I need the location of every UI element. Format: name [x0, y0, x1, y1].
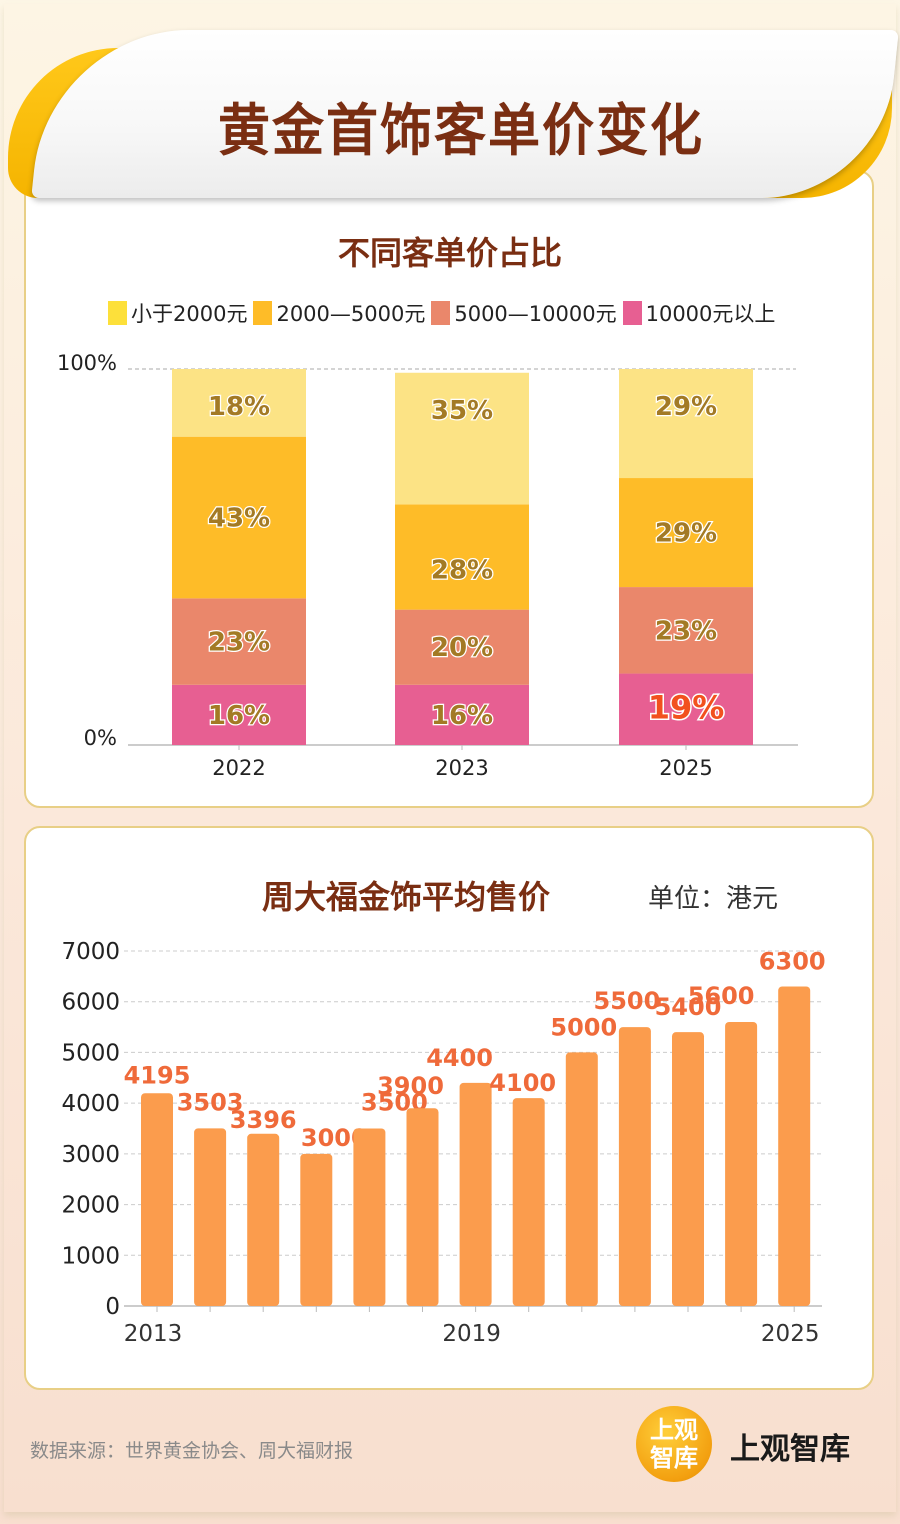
bar-segment — [619, 369, 753, 479]
bar-value-label: 23% — [208, 628, 270, 658]
y-tick-label: 100% — [57, 351, 117, 375]
y-tick-label: 4000 — [61, 1091, 120, 1117]
share-chart-title: 不同客单价占比 — [337, 234, 562, 272]
legend-item: 小于2000元 — [108, 298, 247, 328]
y-tick-label: 1000 — [61, 1243, 120, 1269]
bar — [247, 1133, 280, 1306]
bar — [194, 1128, 227, 1306]
logo-circle-line2: 智库 — [650, 1444, 698, 1472]
bar-value-label: 20% — [431, 633, 493, 663]
bar-value-label: 3503 — [177, 1088, 244, 1116]
legend-swatch — [108, 301, 127, 325]
bar — [300, 1153, 333, 1306]
bar-segment — [172, 684, 306, 745]
bar — [141, 1093, 173, 1306]
x-tick-label: 2019 — [442, 1321, 501, 1347]
data-source: 数据来源：世界黄金协会、周大福财报 — [30, 1440, 354, 1462]
bar-value-label: 5500 — [594, 987, 661, 1015]
bar-value-label: 16% — [431, 701, 493, 731]
y-tick-label: 7000 — [61, 939, 120, 965]
bar-value-label: 19% — [648, 688, 725, 726]
bar-segment — [172, 369, 306, 437]
price-chart-title: 周大福金饰平均售价 — [262, 878, 551, 916]
bar — [406, 1108, 439, 1306]
legend-label: 2000—5000元 — [276, 302, 426, 326]
brand-logo-icon: 上观 智库 — [636, 1406, 712, 1482]
bar-value-label: 3900 — [377, 1072, 444, 1100]
y-tick-label: 5000 — [61, 1040, 120, 1066]
bar — [565, 1052, 598, 1306]
bar-value-label: 5400 — [655, 993, 722, 1021]
y-tick-label: 0% — [84, 726, 117, 750]
bar-value-label: 29% — [655, 392, 717, 422]
bar-segment — [395, 609, 529, 685]
legend-swatch — [431, 301, 451, 325]
y-tick-label: 2000 — [61, 1193, 120, 1219]
y-tick-label: 6000 — [61, 990, 120, 1016]
legend-label: 5000—10000元 — [454, 302, 617, 326]
x-tick-label: 2022 — [212, 756, 265, 780]
bar-segment — [619, 587, 753, 674]
share-stacked-bar-chart: 100% 0% 16% 23% 43% 18% 2022 16% 20% 28% 35% 2023 19… — [57, 351, 798, 780]
bar-value-label: 28% — [431, 556, 493, 586]
x-tick-label: 2023 — [435, 756, 488, 780]
bar-value-label: 29% — [655, 519, 717, 549]
bar-segment — [619, 673, 753, 745]
x-tick-label: 2013 — [124, 1321, 183, 1347]
bar-value-label: 23% — [655, 616, 717, 646]
legend-item: 2000—5000元 — [253, 298, 425, 328]
price-chart-unit: 单位：港元 — [648, 884, 779, 914]
brand-logo-text: 上观智库 — [730, 1432, 850, 1467]
bar-segment — [395, 684, 529, 745]
y-tick-label: 0 — [105, 1294, 120, 1320]
bar-value-label: 5000 — [550, 1013, 617, 1041]
bar-value-label: 4195 — [124, 1061, 191, 1089]
legend-item: 5000—10000元 — [431, 298, 617, 328]
bar — [512, 1098, 545, 1306]
legend-swatch — [622, 301, 642, 325]
bar — [459, 1082, 492, 1306]
x-tick-label: 2025 — [659, 756, 712, 780]
bar-value-label: 43% — [208, 504, 270, 534]
price-bar-chart: 0 1000 2000 3000 4000 5000 6000 7000 4195 2013 350… — [61, 939, 826, 1347]
bar-value-label: 16% — [208, 701, 270, 731]
legend-swatch — [253, 301, 273, 325]
bar-value-label: 4400 — [426, 1044, 493, 1072]
bar — [672, 1032, 704, 1306]
bar-value-label: 6300 — [759, 948, 826, 976]
x-tick-label: 2025 — [761, 1321, 820, 1347]
legend-label: 小于2000元 — [131, 302, 248, 326]
legend-label: 10000元以上 — [645, 302, 776, 326]
bar-value-label: 4100 — [489, 1069, 556, 1097]
bar-segment — [395, 504, 529, 610]
bar — [353, 1128, 386, 1306]
bar — [725, 1022, 758, 1306]
bar-segment — [619, 478, 753, 588]
bar-segment — [172, 436, 306, 599]
bar — [618, 1027, 651, 1306]
bar-value-label: 35% — [431, 396, 493, 426]
y-tick-label: 3000 — [61, 1142, 120, 1168]
logo-circle-line1: 上观 — [650, 1416, 698, 1444]
share-chart-legend: 小于2000元 2000—5000元 5000—10000元 10000元以上 — [108, 298, 781, 328]
bar-value-label: 5600 — [688, 982, 755, 1010]
bar — [778, 986, 811, 1306]
bar-segment — [395, 372, 529, 505]
bar-value-label: 3396 — [230, 1106, 297, 1134]
legend-item: 10000元以上 — [622, 298, 776, 328]
bar-segment — [172, 598, 306, 685]
page-title: 黄金首饰客单价变化 — [217, 99, 704, 164]
bar-value-label: 18% — [208, 392, 270, 422]
